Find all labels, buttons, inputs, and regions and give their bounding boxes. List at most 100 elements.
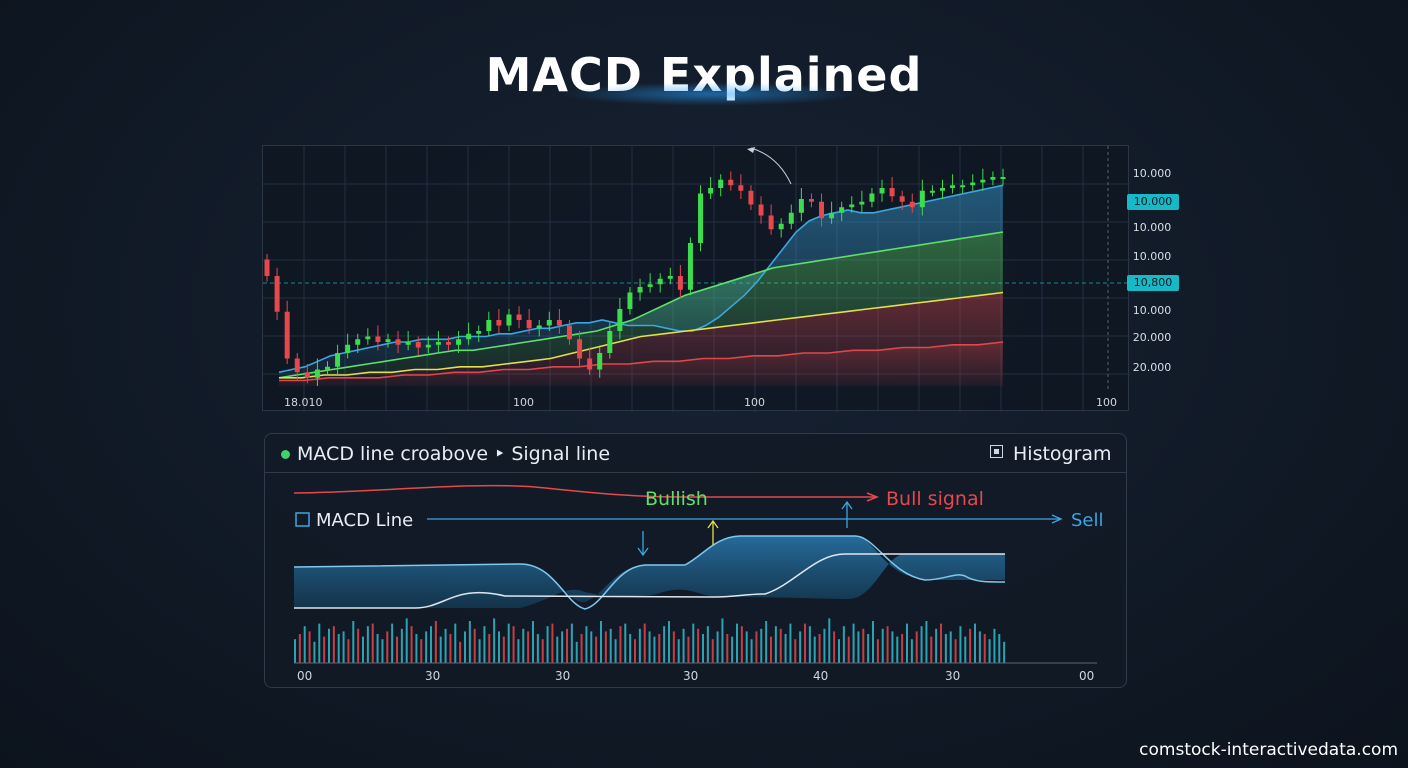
candle-body [597, 353, 603, 370]
histogram-bar [502, 636, 505, 663]
histogram-bar [857, 631, 860, 663]
histogram-bar [342, 631, 345, 663]
price-x-tick-label: 100 [513, 396, 534, 409]
histogram-bar [357, 628, 360, 663]
histogram-bar [580, 634, 583, 663]
histogram-bar [862, 628, 865, 663]
annotation-arrowhead [747, 147, 755, 153]
histogram-bar [969, 628, 972, 663]
histogram-bar [842, 626, 845, 663]
histogram-bar [779, 628, 782, 663]
histogram-bar [527, 631, 530, 663]
price-axis-label: 10.000 [1132, 250, 1172, 263]
histogram-bar [760, 628, 763, 663]
histogram-bar [755, 631, 758, 663]
histogram-bar [745, 631, 748, 663]
histogram-bar [551, 623, 554, 663]
candle-body [889, 188, 895, 197]
candle-body [375, 336, 381, 342]
histogram-bar [872, 621, 874, 663]
histogram-bar [930, 636, 933, 663]
histogram-bar [964, 636, 967, 663]
price-x-tick-label: 18.010 [284, 396, 323, 409]
histogram-bar [988, 639, 991, 663]
macd-line-legend-box [295, 512, 310, 527]
price-axis-label: 10,800 [1127, 275, 1179, 291]
histogram-bar [949, 631, 952, 663]
macd-line [293, 535, 1006, 610]
histogram-bar [347, 639, 350, 663]
histogram-bar [925, 621, 928, 663]
candle-body [476, 331, 482, 334]
histogram-checkbox-icon[interactable] [990, 445, 1003, 458]
histogram-bar [906, 623, 908, 663]
histogram-bar [439, 636, 442, 663]
histogram-bar [770, 636, 772, 663]
candle-body [637, 287, 643, 293]
candle-body [899, 196, 905, 202]
ma-area-fill [279, 232, 1003, 378]
histogram-bar [915, 631, 918, 663]
macd-panel[interactable]: MACD line croabove ‣ Signal line Histogr… [264, 433, 1127, 688]
histogram-bar [337, 634, 340, 663]
histogram-bar [415, 634, 418, 663]
price-chart-svg [263, 146, 1130, 412]
histogram-bar [546, 626, 549, 663]
candle-body [304, 372, 310, 378]
histogram-bar [444, 628, 447, 663]
histogram-bar [600, 621, 602, 663]
candle-body [264, 259, 270, 276]
macd-x-tick-label: 40 [813, 669, 828, 683]
candle-body [980, 179, 986, 183]
histogram-bar [910, 639, 913, 663]
arrow-up-icon [707, 519, 719, 545]
histogram-bar [352, 621, 355, 663]
histogram-bar [478, 639, 481, 663]
histogram-bar [731, 636, 734, 663]
arrow-down-icon [637, 531, 649, 557]
candle-body [314, 369, 320, 378]
candle-body [869, 193, 875, 202]
moving-average-line [279, 291, 1004, 379]
candle-body [617, 309, 623, 331]
histogram-bar [575, 641, 578, 663]
histogram-bar [517, 639, 520, 663]
histogram-bar [570, 623, 573, 663]
histogram-bar [561, 631, 564, 663]
histogram-bar [740, 626, 743, 663]
bullish-label: Bullish [645, 488, 708, 510]
candle-body [435, 342, 441, 345]
candle-body [355, 339, 361, 345]
histogram-bar [998, 634, 1001, 663]
candle-body [960, 185, 966, 188]
histogram-bar [585, 626, 588, 663]
histogram-bar [896, 636, 899, 663]
histogram-bar [366, 626, 369, 663]
histogram-bar [736, 623, 738, 663]
histogram-bar [434, 621, 437, 663]
candle-body [415, 342, 421, 348]
candle-body [1000, 177, 1006, 179]
histogram-bar [706, 626, 709, 663]
histogram-bar [619, 626, 622, 663]
candle-body [768, 215, 774, 230]
histogram-bar [614, 639, 617, 663]
histogram-bar [362, 636, 364, 663]
candle-body [577, 339, 583, 359]
sell-label: Sell [1071, 510, 1104, 531]
price-axis-label: 10.000 [1127, 194, 1179, 210]
histogram-bar [828, 618, 831, 663]
histogram-bar [405, 618, 408, 663]
candle-body [556, 320, 562, 326]
histogram-bar [935, 628, 938, 663]
histogram-bar [672, 631, 675, 663]
candle-body [990, 177, 996, 180]
price-axis-label: 20.000 [1132, 361, 1172, 374]
price-chart[interactable] [262, 145, 1130, 412]
histogram-bar [381, 639, 384, 663]
candle-body [496, 320, 502, 326]
histogram-bar [638, 628, 641, 663]
candle-body [526, 320, 532, 329]
candle-body [728, 179, 734, 186]
candle-body [738, 185, 744, 191]
